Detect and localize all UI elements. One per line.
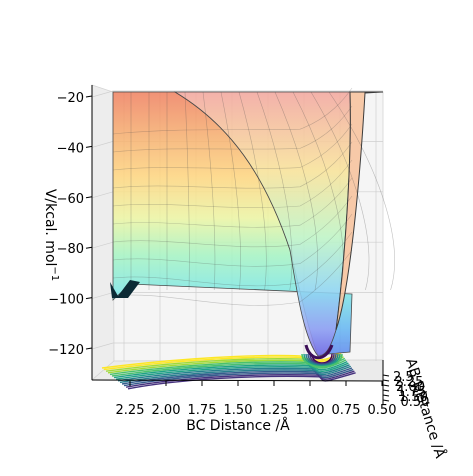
- mesh-line-v: [256, 91, 293, 291]
- y-tick-label: 2.5: [393, 370, 414, 385]
- z-tick-label: −60: [57, 192, 84, 207]
- y-tick-label: 2.25: [395, 375, 424, 390]
- z-tick-label: −100: [48, 293, 84, 308]
- plateau-marker: [110, 280, 140, 298]
- z-tick-label: −120: [48, 343, 84, 358]
- contour-projection: [101, 351, 356, 390]
- x-tick-label: 1.00: [296, 403, 325, 418]
- z-tick-mark: [85, 347, 93, 350]
- mesh-line-h: [112, 249, 353, 306]
- y-tick-mark: [382, 374, 390, 377]
- contour-line: [101, 351, 341, 369]
- z-tick-mark: [85, 246, 93, 249]
- z-tick-mark: [85, 95, 93, 98]
- x-tick-label: 1.75: [188, 403, 217, 418]
- x-tick-label: 1.50: [224, 403, 253, 418]
- mesh-line-v: [220, 91, 241, 291]
- mesh-line-v: [238, 91, 267, 291]
- y-tick-mark: [382, 399, 390, 402]
- x-tick-label: 1.25: [260, 403, 289, 418]
- y-tick-mark: [382, 389, 390, 392]
- z-tick-label: −40: [57, 141, 84, 156]
- x-axis-ticks: 2.25 2.00 1.75 1.50 1.25 1.00 0.75 0.50: [116, 381, 397, 418]
- mesh-line-v: [328, 91, 395, 291]
- x-tick-label: 2.25: [116, 403, 145, 418]
- z-tick-label: −20: [57, 91, 84, 106]
- z-grid-line: [91, 90, 383, 98]
- well-bottom: [304, 344, 334, 360]
- contour-line: [113, 360, 348, 379]
- left-pane: [91, 84, 115, 381]
- y-tick-label: 1.50: [399, 390, 428, 405]
- x-tick-label: 2.00: [152, 403, 181, 418]
- contour-well-ring: [301, 353, 343, 368]
- mesh-line-v: [184, 91, 190, 291]
- z-tick-mark: [85, 145, 93, 148]
- x-axis-label: BC Distance /Å: [186, 417, 290, 434]
- contour-line: [123, 368, 354, 387]
- z-tick-mark: [85, 297, 93, 300]
- y-axis-ticks: 2.52.252.001.751.500.50: [382, 370, 430, 410]
- mesh-line-h: [112, 123, 353, 171]
- y-tick-label: 1.75: [398, 385, 427, 400]
- contour-line: [111, 359, 347, 377]
- mesh-line-v: [292, 91, 344, 291]
- y-tick-mark: [382, 394, 390, 397]
- contour-line: [117, 364, 350, 382]
- mesh-line-v: [310, 91, 370, 291]
- contour-line: [103, 353, 342, 371]
- mesh-line-h: [112, 177, 353, 228]
- mesh-line-h: [112, 141, 353, 189]
- mesh-line-h: [112, 159, 353, 209]
- contour-line: [125, 370, 355, 388]
- mesh-line-v: [202, 91, 216, 291]
- mesh-line-h: [112, 87, 353, 135]
- surface-mesh: [112, 87, 395, 306]
- z-grid-line: [91, 342, 383, 350]
- z-axis-label: V/kcal. mol−1: [42, 189, 60, 281]
- y-tick-mark: [382, 384, 390, 387]
- y-tick-mark: [382, 379, 390, 382]
- mesh-line-h: [112, 231, 353, 287]
- surface-wall: [335, 91, 384, 331]
- y-tick-label: 2.00: [396, 380, 425, 395]
- contour-well-ring: [303, 353, 341, 367]
- contour-line: [119, 365, 352, 384]
- z-tick-label: −80: [57, 242, 84, 257]
- y-tick-label: 0.50: [401, 395, 430, 410]
- contour-line: [115, 362, 349, 380]
- mesh-line-v: [274, 91, 318, 291]
- contour-line: [127, 372, 356, 390]
- contour-line: [121, 367, 353, 385]
- mesh-line-h: [112, 195, 353, 248]
- z-axis-ticks: −20 −40 −60 −80 −100 −120: [48, 91, 93, 358]
- energy-surface: [110, 87, 395, 360]
- axis-lines: [91, 85, 384, 405]
- mesh-line-h: [112, 213, 353, 267]
- x-tick-label: 0.50: [368, 403, 397, 418]
- z-tick-mark: [85, 196, 93, 199]
- mesh-line-h: [112, 105, 353, 153]
- x-tick-label: 0.75: [332, 403, 361, 418]
